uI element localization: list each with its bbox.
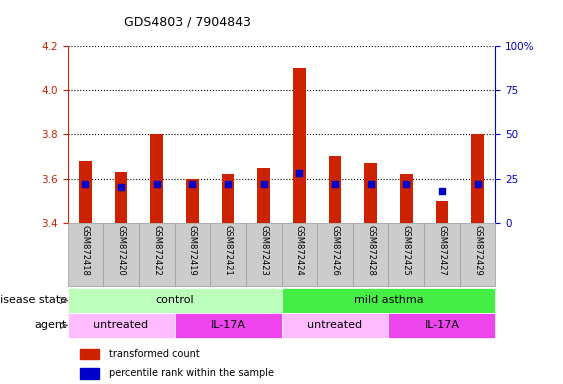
Bar <box>329 157 341 223</box>
Text: GSM872424: GSM872424 <box>295 225 304 275</box>
Bar <box>103 223 139 286</box>
Bar <box>222 174 234 223</box>
Bar <box>436 201 448 223</box>
Bar <box>364 163 377 223</box>
Text: mild asthma: mild asthma <box>354 295 423 306</box>
Point <box>259 181 268 187</box>
Point <box>402 181 411 187</box>
Point <box>473 181 482 187</box>
Bar <box>388 223 424 286</box>
Text: agent: agent <box>34 320 67 331</box>
Text: untreated: untreated <box>307 320 363 331</box>
Text: GSM872418: GSM872418 <box>81 225 90 275</box>
Text: disease state: disease state <box>0 295 67 306</box>
Text: GSM872419: GSM872419 <box>188 225 197 275</box>
Point <box>81 181 90 187</box>
Bar <box>471 134 484 223</box>
Text: transformed count: transformed count <box>109 349 200 359</box>
Point <box>437 188 446 194</box>
Bar <box>68 223 103 286</box>
Bar <box>150 134 163 223</box>
Bar <box>186 179 199 223</box>
Text: GSM872426: GSM872426 <box>330 225 339 275</box>
Bar <box>81 349 100 359</box>
Bar <box>282 313 388 338</box>
Text: GDS4803 / 7904843: GDS4803 / 7904843 <box>124 15 251 28</box>
Text: IL-17A: IL-17A <box>211 320 245 331</box>
Bar <box>115 172 127 223</box>
Bar <box>68 288 282 313</box>
Text: GSM872427: GSM872427 <box>437 225 446 275</box>
Bar <box>246 223 282 286</box>
Text: GSM872425: GSM872425 <box>402 225 411 275</box>
Bar <box>317 223 353 286</box>
Bar <box>388 313 495 338</box>
Point <box>117 184 126 190</box>
Bar <box>175 223 210 286</box>
Bar <box>81 368 100 379</box>
Text: untreated: untreated <box>93 320 149 331</box>
Text: GSM872422: GSM872422 <box>152 225 161 275</box>
Bar <box>353 223 388 286</box>
Bar <box>282 288 495 313</box>
Text: IL-17A: IL-17A <box>425 320 459 331</box>
Text: GSM872428: GSM872428 <box>366 225 375 275</box>
Bar <box>175 313 282 338</box>
Point <box>366 181 375 187</box>
Bar <box>460 223 495 286</box>
Text: GSM872421: GSM872421 <box>224 225 233 275</box>
Bar <box>282 223 317 286</box>
Text: GSM872420: GSM872420 <box>117 225 126 275</box>
Point <box>152 181 161 187</box>
Bar <box>400 174 413 223</box>
Bar <box>139 223 175 286</box>
Text: control: control <box>155 295 194 306</box>
Point <box>188 181 197 187</box>
Bar <box>79 161 92 223</box>
Point <box>224 181 233 187</box>
Bar <box>257 167 270 223</box>
Text: percentile rank within the sample: percentile rank within the sample <box>109 368 274 378</box>
Bar <box>210 223 246 286</box>
Point <box>295 170 304 176</box>
Bar <box>424 223 460 286</box>
Point <box>330 181 339 187</box>
Text: GSM872423: GSM872423 <box>259 225 268 275</box>
Text: GSM872429: GSM872429 <box>473 225 482 275</box>
Bar <box>293 68 306 223</box>
Bar <box>68 313 175 338</box>
